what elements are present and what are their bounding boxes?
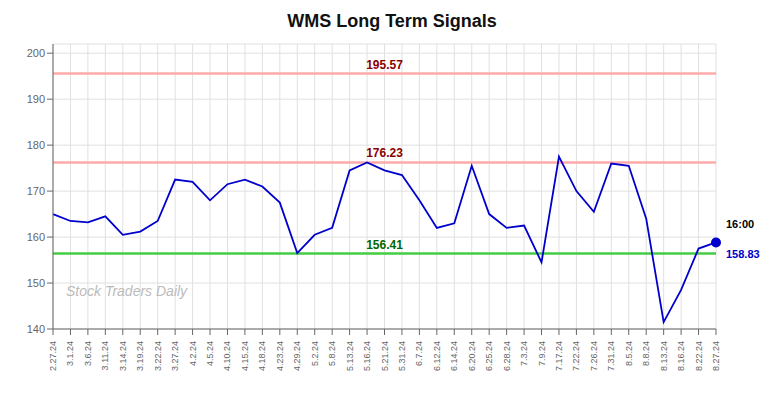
svg-text:158.83: 158.83 — [726, 248, 760, 260]
svg-text:6.14.24: 6.14.24 — [449, 341, 459, 371]
svg-text:3.6.24: 3.6.24 — [83, 341, 93, 366]
svg-text:6.7.24: 6.7.24 — [414, 341, 424, 366]
svg-text:7.3.24: 7.3.24 — [519, 341, 529, 366]
svg-text:180: 180 — [27, 139, 45, 151]
svg-text:8.27.24: 8.27.24 — [711, 341, 721, 371]
svg-text:3.14.24: 3.14.24 — [118, 341, 128, 371]
svg-text:8.16.24: 8.16.24 — [676, 341, 686, 371]
svg-text:2.27.24: 2.27.24 — [48, 341, 58, 371]
svg-text:5.21.24: 5.21.24 — [380, 341, 390, 371]
svg-text:6.25.24: 6.25.24 — [484, 341, 494, 371]
html-text:Stock Traders Daily: Stock Traders Daily — [66, 283, 188, 299]
svg-text:3.1.24: 3.1.24 — [65, 341, 75, 366]
svg-text:6.28.24: 6.28.24 — [502, 341, 512, 371]
svg-text:3.11.24: 3.11.24 — [100, 341, 110, 370]
svg-text:150: 150 — [27, 277, 45, 289]
svg-text:160: 160 — [27, 231, 45, 243]
svg-text:7.17.24: 7.17.24 — [554, 341, 564, 371]
svg-text:4.18.24: 4.18.24 — [257, 341, 267, 371]
svg-text:3.22.24: 3.22.24 — [153, 341, 163, 371]
svg-text:176.23: 176.23 — [366, 146, 403, 160]
svg-text:5.31.24: 5.31.24 — [397, 341, 407, 371]
svg-text:3.27.24: 3.27.24 — [170, 341, 180, 371]
svg-text:8.13.24: 8.13.24 — [659, 341, 669, 371]
svg-text:8.22.24: 8.22.24 — [694, 341, 704, 371]
svg-text:140: 140 — [27, 323, 45, 335]
svg-text:3.19.24: 3.19.24 — [135, 341, 145, 371]
svg-text:195.57: 195.57 — [366, 58, 403, 72]
svg-text:4.29.24: 4.29.24 — [292, 341, 302, 371]
svg-text:8.5.24: 8.5.24 — [624, 341, 634, 366]
svg-text:4.23.24: 4.23.24 — [275, 341, 285, 371]
svg-text:7.26.24: 7.26.24 — [589, 341, 599, 371]
svg-text:8.8.24: 8.8.24 — [641, 341, 651, 366]
svg-text:7.22.24: 7.22.24 — [571, 341, 581, 371]
svg-text:4.15.24: 4.15.24 — [240, 341, 250, 371]
svg-text:156.41: 156.41 — [366, 238, 403, 252]
svg-text:4.10.24: 4.10.24 — [222, 341, 232, 371]
svg-text:4.2.24: 4.2.24 — [188, 341, 198, 366]
svg-text:5.16.24: 5.16.24 — [362, 341, 372, 371]
svg-text:7.31.24: 7.31.24 — [606, 341, 616, 371]
svg-text:5.2.24: 5.2.24 — [310, 341, 320, 366]
svg-text:4.5.24: 4.5.24 — [205, 341, 215, 366]
svg-text:6.20.24: 6.20.24 — [467, 341, 477, 371]
svg-text:5.13.24: 5.13.24 — [345, 341, 355, 371]
svg-text:7.9.24: 7.9.24 — [537, 341, 547, 366]
svg-text:170: 170 — [27, 185, 45, 197]
svg-text:6.12.24: 6.12.24 — [432, 341, 442, 371]
html-text:WMS Long Term Signals: WMS Long Term Signals — [287, 11, 497, 31]
svg-text:16:00: 16:00 — [726, 218, 754, 230]
svg-text:5.8.24: 5.8.24 — [327, 341, 337, 366]
svg-text:190: 190 — [27, 93, 45, 105]
svg-text:200: 200 — [27, 47, 45, 59]
